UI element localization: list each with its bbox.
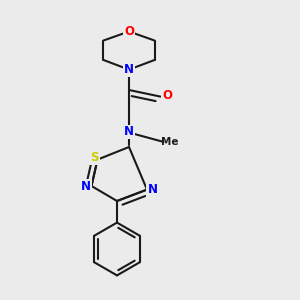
Text: N: N — [81, 179, 91, 193]
Text: O: O — [124, 25, 134, 38]
Text: S: S — [90, 151, 99, 164]
Text: Me: Me — [161, 137, 179, 147]
Text: N: N — [124, 63, 134, 76]
Text: O: O — [162, 89, 172, 102]
Text: N: N — [124, 125, 134, 139]
Text: N: N — [147, 183, 158, 196]
